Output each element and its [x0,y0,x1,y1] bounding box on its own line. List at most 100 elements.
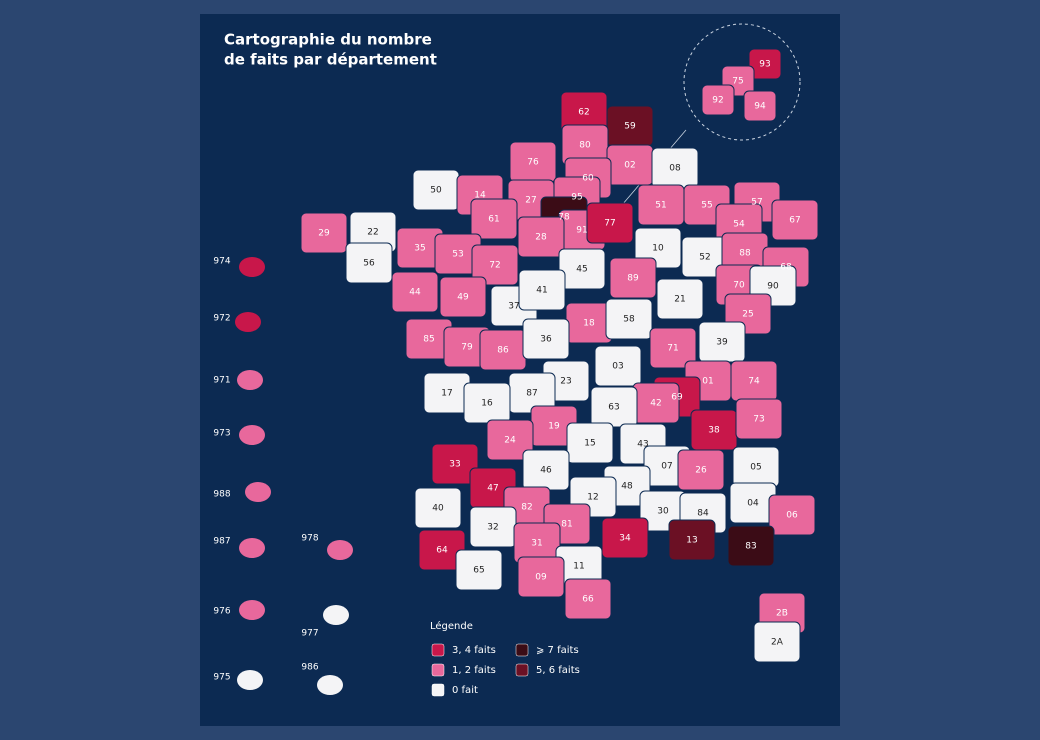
department-code: 73 [753,415,764,425]
department-code: 04 [747,499,759,509]
department [455,549,503,591]
department-code: 31 [531,539,542,549]
department [518,269,566,311]
department-code: 49 [457,293,469,303]
department-code: 07 [661,462,672,472]
department-code: 2B [776,609,788,619]
department [656,278,704,320]
department-code: 42 [650,399,661,409]
department-code: 45 [576,265,587,275]
legend-swatch [431,663,445,677]
overseas-code: 977 [301,629,318,639]
legend-label: ⩾ 7 faits [536,645,579,656]
department [564,578,612,620]
department-code: 61 [488,215,499,225]
department [439,276,487,318]
department-code: 92 [712,96,723,106]
department-code: 54 [733,220,745,230]
department-code: 30 [657,507,669,517]
department-code: 23 [560,377,571,387]
department [753,621,801,663]
department-code: 90 [767,282,779,292]
overseas-code: 976 [213,607,230,617]
department-code: 95 [571,193,582,203]
department-code: 08 [669,164,681,174]
overseas-territory [239,600,265,620]
department [470,198,518,240]
department-code: 84 [697,509,709,519]
department-code: 35 [414,244,425,254]
department-code: 26 [695,466,707,476]
department-code: 27 [525,196,536,206]
department-code: 32 [487,523,498,533]
department-code: 46 [540,466,552,476]
department-code: 94 [754,102,766,112]
department-code: 80 [579,141,591,151]
department-code: 05 [750,463,761,473]
legend-swatch [515,663,529,677]
department [517,216,565,258]
department-code: 53 [452,250,463,260]
department-code: 83 [745,542,756,552]
department-code: 69 [671,393,683,403]
department [586,202,634,244]
department-code: 81 [561,520,572,530]
department-code: 55 [701,201,712,211]
department-code: 76 [527,158,539,168]
department [522,318,570,360]
legend: Légende 3, 4 faits 1, 2 faits 0 fait ⩾ 7 fai… [430,620,580,697]
departments [235,48,819,695]
department-code: 71 [667,344,678,354]
department-code: 18 [583,319,595,329]
legend-swatch [431,683,445,697]
department [701,84,735,116]
department-code: 87 [526,389,537,399]
department-code: 78 [558,213,570,223]
department-code: 29 [318,229,330,239]
legend-label: 0 fait [452,685,478,696]
department-code: 01 [702,377,713,387]
legend-swatch [431,643,445,657]
department [391,271,439,313]
overseas-territory [323,605,349,625]
overseas-code: 986 [301,663,318,673]
overseas-territory [235,312,261,332]
department-code: 56 [363,259,375,269]
department-code: 39 [716,338,728,348]
department-code: 12 [587,493,598,503]
department-code: 91 [576,226,587,236]
department-code: 86 [497,346,509,356]
department [609,257,657,299]
department [431,443,479,485]
department-code: 75 [732,77,743,87]
overseas-code: 988 [213,490,230,500]
department-code: 70 [733,281,745,291]
overseas-territory [237,670,263,690]
department-code: 06 [786,511,798,521]
department-code: 22 [367,228,378,238]
department-code: 19 [548,422,560,432]
department-code: 74 [748,377,760,387]
legend-swatch [515,643,529,657]
department-code: 52 [699,253,710,263]
department-code: 65 [473,566,484,576]
department [668,519,716,561]
legend-label: 3, 4 faits [452,645,496,656]
department-code: 63 [608,403,619,413]
department-code: 64 [436,546,448,556]
overseas-territory [327,540,353,560]
department-code: 57 [751,198,762,208]
department-code: 2A [771,638,784,648]
department-code: 41 [536,286,547,296]
department-code: 59 [624,122,636,132]
department-code: 50 [430,186,442,196]
department-code: 48 [621,482,633,492]
department-code: 11 [573,562,584,572]
department-code: 13 [686,536,697,546]
department-code: 40 [432,504,444,514]
overseas-code: 973 [213,429,230,439]
department-code: 36 [540,335,552,345]
department-code: 43 [637,440,648,450]
